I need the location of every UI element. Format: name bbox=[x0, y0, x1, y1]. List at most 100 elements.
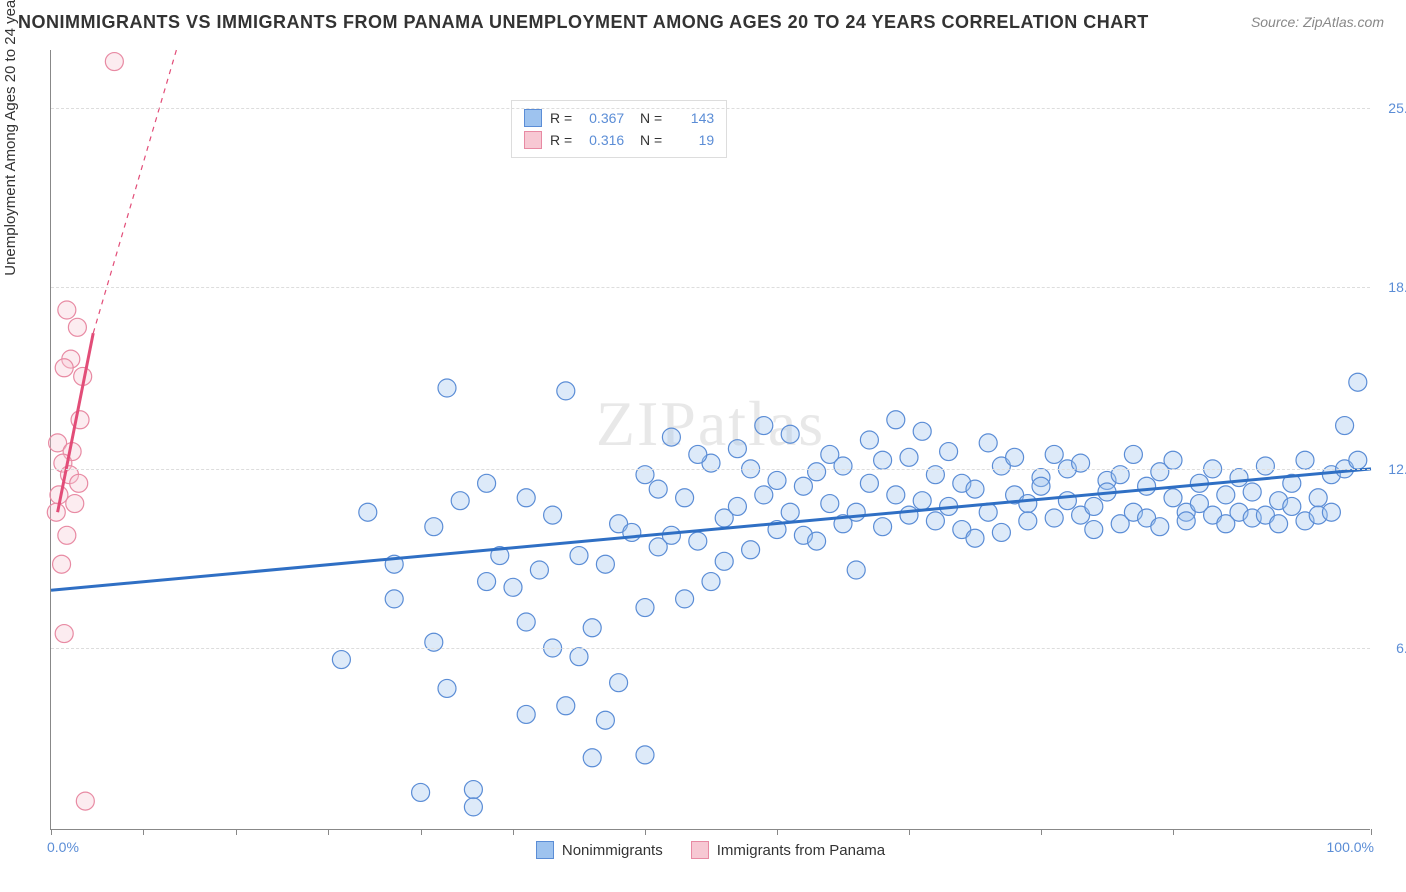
data-point bbox=[359, 503, 377, 521]
data-point bbox=[992, 523, 1010, 541]
swatch-immigrants-icon bbox=[691, 841, 709, 859]
data-point bbox=[676, 590, 694, 608]
data-point bbox=[860, 431, 878, 449]
data-point bbox=[610, 674, 628, 692]
x-tick bbox=[909, 829, 910, 835]
data-point bbox=[1164, 451, 1182, 469]
n-label: N = bbox=[632, 132, 662, 148]
data-point bbox=[55, 625, 73, 643]
data-point bbox=[55, 359, 73, 377]
data-point bbox=[1019, 495, 1037, 513]
data-point bbox=[900, 506, 918, 524]
data-point bbox=[689, 445, 707, 463]
gridline bbox=[51, 469, 1370, 470]
y-axis-label: Unemployment Among Ages 20 to 24 years bbox=[2, 0, 19, 276]
data-point bbox=[1085, 497, 1103, 515]
data-point bbox=[583, 619, 601, 637]
data-point bbox=[517, 613, 535, 631]
data-point bbox=[1349, 451, 1367, 469]
data-point bbox=[1045, 509, 1063, 527]
y-tick-label: 12.5% bbox=[1376, 461, 1406, 477]
data-point bbox=[649, 480, 667, 498]
data-point bbox=[478, 573, 496, 591]
data-point bbox=[913, 422, 931, 440]
series-legend: Nonimmigrants Immigrants from Panama bbox=[51, 841, 1370, 859]
r-label: R = bbox=[550, 110, 572, 126]
data-point bbox=[544, 506, 562, 524]
data-point bbox=[926, 512, 944, 530]
x-tick bbox=[513, 829, 514, 835]
x-tick bbox=[1041, 829, 1042, 835]
data-point bbox=[47, 503, 65, 521]
data-point bbox=[702, 573, 720, 591]
legend-item-immigrants: Immigrants from Panama bbox=[691, 841, 885, 859]
data-point bbox=[1045, 445, 1063, 463]
x-tick bbox=[421, 829, 422, 835]
data-point bbox=[1138, 477, 1156, 495]
data-point bbox=[966, 480, 984, 498]
data-point bbox=[1309, 489, 1327, 507]
x-tick bbox=[1173, 829, 1174, 835]
data-point bbox=[860, 474, 878, 492]
data-point bbox=[596, 555, 614, 573]
data-point bbox=[1322, 503, 1340, 521]
plot-area: ZIPatlas R = 0.367 N = 143 R = 0.316 N =… bbox=[50, 50, 1370, 830]
x-tick bbox=[51, 829, 52, 835]
data-point bbox=[58, 526, 76, 544]
data-point bbox=[332, 651, 350, 669]
data-point bbox=[583, 749, 601, 767]
data-point bbox=[887, 486, 905, 504]
data-point bbox=[438, 379, 456, 397]
gridline bbox=[51, 287, 1370, 288]
data-point bbox=[425, 518, 443, 536]
x-tick bbox=[143, 829, 144, 835]
y-tick-label: 18.8% bbox=[1376, 279, 1406, 295]
data-point bbox=[1019, 512, 1037, 530]
y-tick-label: 6.3% bbox=[1376, 640, 1406, 656]
data-point bbox=[70, 474, 88, 492]
data-point bbox=[1336, 417, 1354, 435]
r-value-immigrants: 0.316 bbox=[580, 132, 624, 148]
data-point bbox=[1296, 451, 1314, 469]
data-point bbox=[58, 301, 76, 319]
data-point bbox=[464, 781, 482, 799]
data-point bbox=[76, 792, 94, 810]
data-point bbox=[781, 425, 799, 443]
data-point bbox=[464, 798, 482, 816]
data-point bbox=[504, 578, 522, 596]
data-point bbox=[557, 697, 575, 715]
x-tick bbox=[328, 829, 329, 835]
data-point bbox=[742, 541, 760, 559]
data-point bbox=[847, 503, 865, 521]
data-point bbox=[478, 474, 496, 492]
legend-label: Nonimmigrants bbox=[562, 842, 663, 859]
data-point bbox=[966, 529, 984, 547]
data-point bbox=[636, 746, 654, 764]
data-point bbox=[412, 783, 430, 801]
x-tick bbox=[645, 829, 646, 835]
data-point bbox=[53, 555, 71, 573]
data-point bbox=[768, 471, 786, 489]
data-point bbox=[662, 428, 680, 446]
data-point bbox=[68, 318, 86, 336]
data-point bbox=[1283, 497, 1301, 515]
data-point bbox=[755, 417, 773, 435]
data-point bbox=[847, 561, 865, 579]
x-tick bbox=[777, 829, 778, 835]
data-point bbox=[913, 492, 931, 510]
swatch-nonimmigrants bbox=[524, 109, 542, 127]
legend-row-immigrants: R = 0.316 N = 19 bbox=[524, 129, 714, 151]
n-value-nonimmigrants: 143 bbox=[670, 110, 714, 126]
data-point bbox=[570, 547, 588, 565]
data-point bbox=[1177, 512, 1195, 530]
data-point bbox=[979, 434, 997, 452]
gridline bbox=[51, 648, 1370, 649]
data-point bbox=[676, 489, 694, 507]
x-axis-min-label: 0.0% bbox=[47, 839, 79, 855]
r-label: R = bbox=[550, 132, 572, 148]
data-point bbox=[728, 440, 746, 458]
data-point bbox=[900, 448, 918, 466]
data-point bbox=[105, 53, 123, 71]
data-point bbox=[715, 552, 733, 570]
data-point bbox=[636, 599, 654, 617]
